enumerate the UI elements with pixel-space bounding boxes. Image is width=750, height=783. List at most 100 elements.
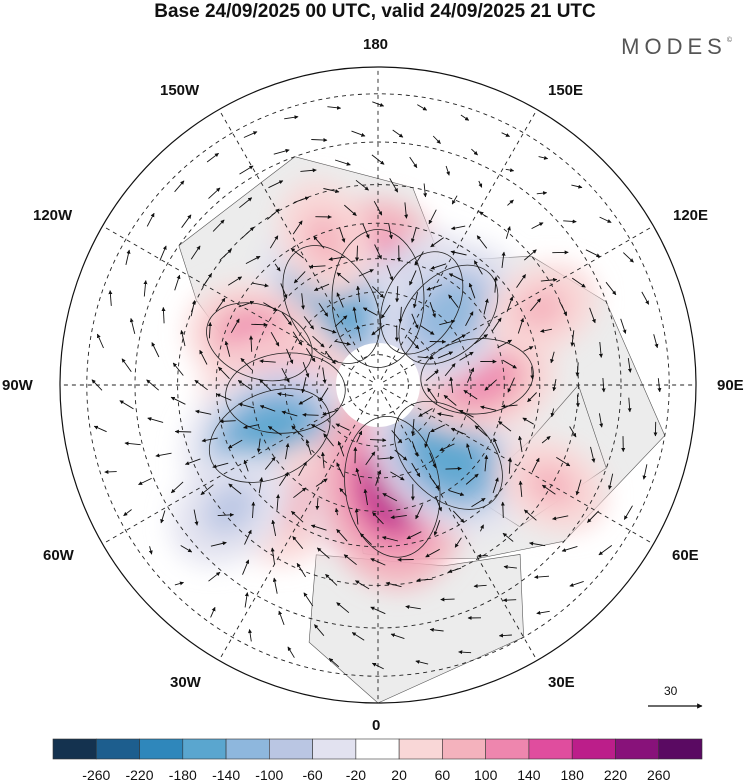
anomaly-cell-15-2 (516, 287, 567, 330)
wind-vector-99 (259, 359, 276, 364)
colorbar-tick-0: -260 (82, 767, 110, 783)
wind-vector-23 (437, 412, 454, 417)
wind-vector-56 (466, 367, 475, 383)
wind-vector-359 (653, 334, 659, 349)
wind-vector-381 (123, 509, 132, 517)
colorbar: -260 -220 -180 -140 -100 -60 -20 20 60 100 140 180 2… (52, 738, 703, 783)
wind-vector-228 (385, 581, 402, 588)
wind-vector-77 (355, 467, 362, 484)
wind-vector-379 (93, 425, 107, 433)
wind-vector-150 (433, 520, 441, 536)
wind-vector-179 (219, 419, 236, 424)
wind-vector-83 (474, 425, 488, 437)
wind-vector-205 (451, 225, 466, 231)
wind-vector-169 (338, 227, 346, 243)
wind-vector-301 (170, 481, 184, 494)
wind-vector-352 (536, 610, 550, 615)
colorbar-box-0 (52, 738, 97, 760)
wind-vector-365 (501, 132, 510, 137)
wind-vector-290 (300, 168, 317, 173)
wind-vector-383 (174, 581, 184, 586)
wind-vector-40 (301, 377, 307, 394)
wind-vector-13 (322, 367, 327, 384)
meridian-300 (102, 387, 374, 545)
anomaly-cell-13-2 (203, 482, 258, 535)
wind-vector-221 (212, 462, 229, 469)
wind-vector-244 (479, 211, 487, 218)
wind-vector-364 (538, 155, 549, 160)
wind-vector-18 (377, 455, 395, 460)
wind-vector-44 (323, 433, 334, 447)
wind-vector-94 (336, 272, 350, 284)
wind-vector-7 (407, 336, 420, 350)
lon-label-180: 180 (363, 36, 389, 53)
wind-vector-74 (305, 439, 312, 456)
wind-vector-63 (371, 286, 385, 298)
wind-vector-386 (287, 646, 295, 658)
wind-vector-262 (217, 512, 235, 517)
wind-vector-85 (484, 379, 497, 391)
wind-vector-27 (437, 351, 454, 359)
colorbar-tick-4: -100 (255, 767, 283, 783)
wind-vector-2 (410, 419, 415, 436)
wind-vector-10 (356, 325, 362, 342)
lon-label-90w: 90W (2, 377, 33, 394)
wind-vector-275 (575, 479, 582, 496)
wind-vector-113 (465, 473, 479, 485)
wind-vector-92 (386, 265, 394, 281)
wind-vector-250 (293, 196, 310, 204)
lon-label-120e: 120E (673, 207, 709, 224)
wind-vector-35 (334, 315, 348, 327)
wind-vector-259 (174, 429, 192, 434)
wind-vector-279 (598, 341, 603, 358)
wind-vector-53 (450, 427, 467, 435)
wind-vector-239 (570, 330, 575, 347)
wind-vector-230 (447, 567, 462, 573)
wind-vector-6 (417, 355, 435, 360)
wind-vector-270 (440, 597, 455, 602)
wind-vector-334 (159, 245, 167, 261)
colorbar-tick-5: -60 (302, 767, 322, 783)
wind-vector-281 (571, 277, 586, 288)
wind-vector-225 (292, 536, 304, 549)
wind-vector-3 (418, 408, 433, 417)
wind-vector-385 (248, 628, 253, 642)
colorbar-box-14 (658, 738, 703, 760)
wind-vector-373 (174, 180, 185, 193)
wind-vector-201 (530, 298, 542, 312)
wind-vector-336 (129, 318, 136, 335)
wind-vector-367 (417, 104, 428, 111)
wind-vector-178 (216, 393, 232, 401)
wind-vector-317 (627, 397, 632, 413)
wind-vector-34 (352, 306, 357, 323)
wind-vector-138 (237, 380, 252, 390)
wind-vector-185 (310, 524, 327, 531)
wind-vector-347 (351, 632, 365, 641)
wind-vector-171 (290, 247, 304, 259)
meridian-240 (102, 225, 374, 383)
wind-vector-197 (550, 408, 555, 418)
wind-vector-283 (531, 222, 544, 230)
wind-vector-188 (370, 558, 386, 566)
wind-vector-133 (280, 283, 288, 299)
wind-vector-377 (96, 333, 104, 349)
wind-vector-287 (409, 156, 418, 169)
wind-vector-337 (121, 358, 132, 372)
wind-vector-227 (343, 554, 357, 566)
wind-vector-16 (335, 423, 350, 431)
wind-vector-307 (336, 602, 350, 614)
wind-vector-342 (180, 545, 193, 553)
wind-vector-115 (493, 437, 501, 454)
wind-vector-358 (657, 378, 662, 393)
wind-vector-61 (412, 292, 419, 309)
wind-vector-217 (199, 349, 208, 365)
wind-vector-278 (601, 377, 606, 393)
colorbar-box-3 (182, 738, 227, 760)
wind-vector-30 (411, 313, 419, 329)
wind-vector-17 (356, 430, 363, 443)
colorbar-box-7 (355, 738, 400, 760)
wind-vector-135 (251, 322, 268, 327)
wind-vector-49 (390, 471, 405, 481)
wind-vector-194 (518, 480, 523, 497)
wind-vector-247 (389, 178, 399, 193)
